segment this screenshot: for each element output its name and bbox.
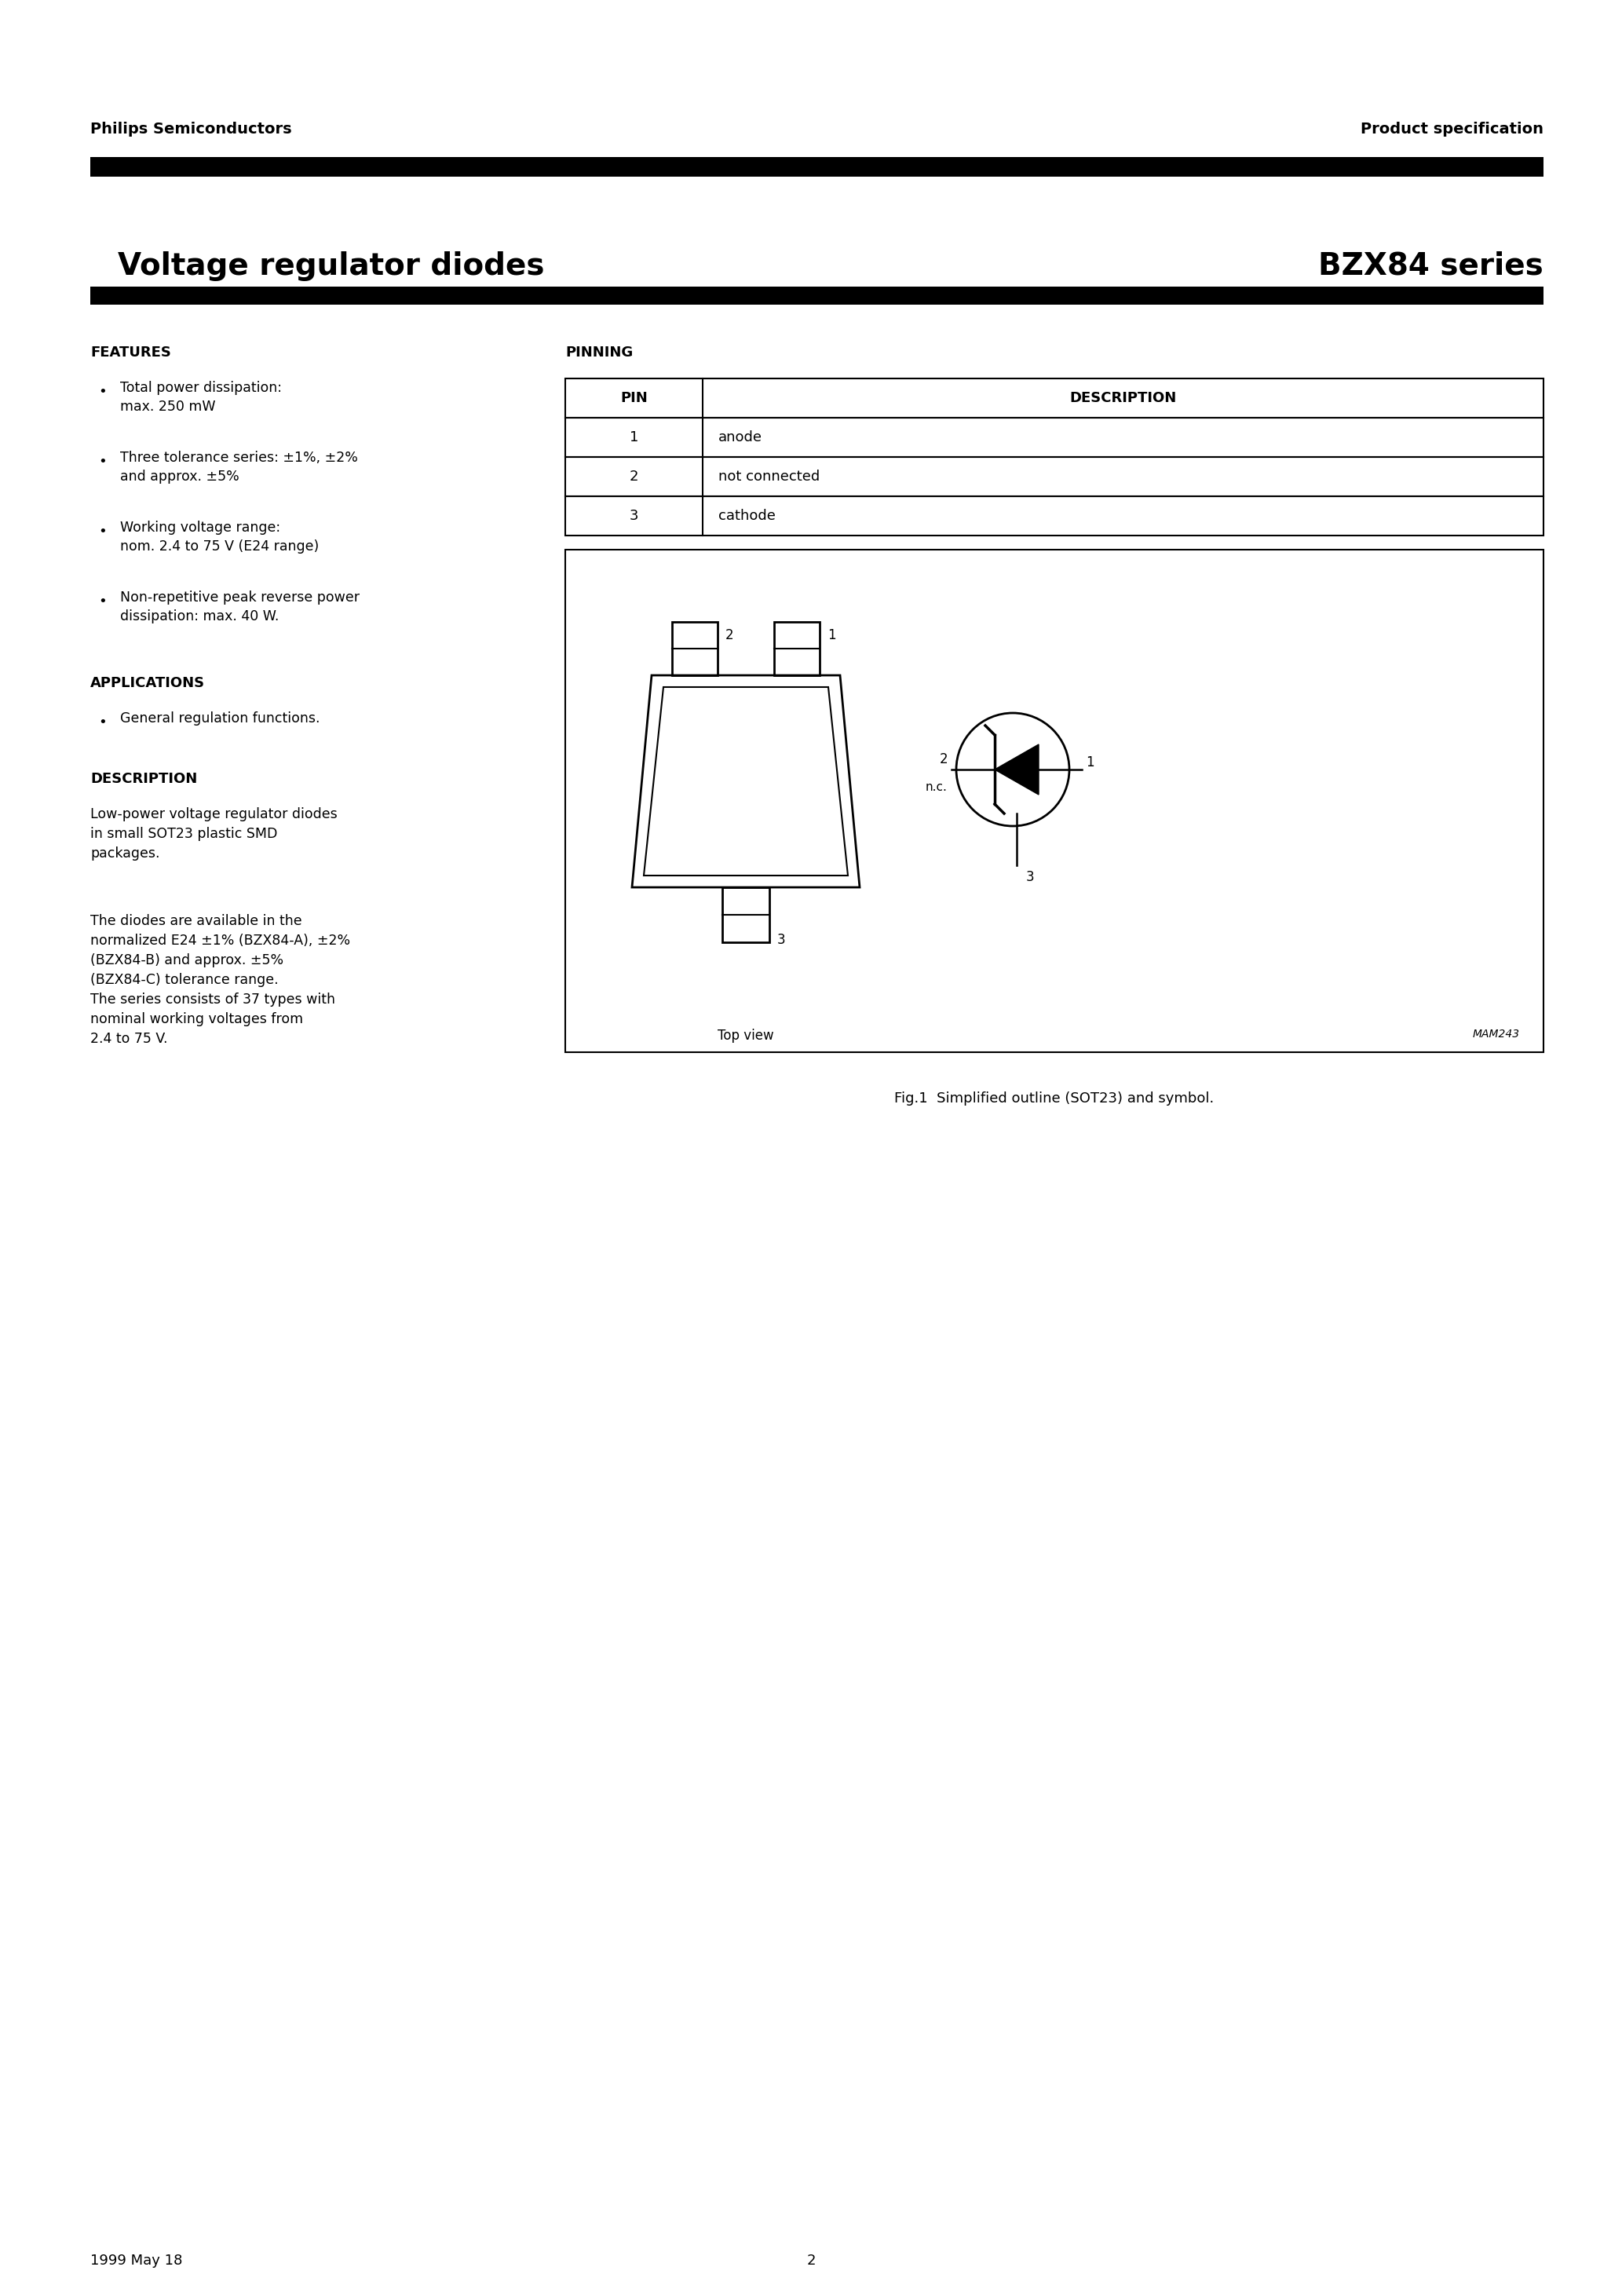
Text: 2: 2 xyxy=(725,629,733,643)
Text: •: • xyxy=(99,455,107,468)
Text: 2: 2 xyxy=(806,2255,816,2268)
Text: Philips Semiconductors: Philips Semiconductors xyxy=(91,122,292,138)
Text: 3: 3 xyxy=(1027,870,1035,884)
Text: 2: 2 xyxy=(939,753,947,767)
Text: PINNING: PINNING xyxy=(564,344,633,360)
Text: The diodes are available in the
normalized E24 ±1% (BZX84-A), ±2%
(BZX84-B) and : The diodes are available in the normaliz… xyxy=(91,914,350,1047)
Text: 1: 1 xyxy=(827,629,835,643)
Text: PIN: PIN xyxy=(620,390,647,404)
Text: •: • xyxy=(99,386,107,400)
Bar xyxy=(564,496,1544,535)
Text: n.c.: n.c. xyxy=(926,781,947,792)
Text: Product specification: Product specification xyxy=(1361,122,1544,138)
Text: Low-power voltage regulator diodes
in small SOT23 plastic SMD
packages.: Low-power voltage regulator diodes in sm… xyxy=(91,808,337,861)
Text: Three tolerance series: ±1%, ±2%
and approx. ±5%: Three tolerance series: ±1%, ±2% and app… xyxy=(120,450,358,484)
Text: cathode: cathode xyxy=(719,510,775,523)
Bar xyxy=(564,549,1544,1052)
Bar xyxy=(774,622,819,675)
Bar xyxy=(564,418,1544,457)
Text: Fig.1  Simplified outline (SOT23) and symbol.: Fig.1 Simplified outline (SOT23) and sym… xyxy=(894,1091,1215,1107)
Bar xyxy=(722,886,769,941)
Bar xyxy=(564,379,1544,418)
Text: 3: 3 xyxy=(629,510,639,523)
Bar xyxy=(672,622,717,675)
Text: MAM243: MAM243 xyxy=(1473,1029,1520,1040)
Text: 3: 3 xyxy=(777,932,785,946)
Text: •: • xyxy=(99,716,107,730)
Bar xyxy=(91,156,1544,177)
Text: Voltage regulator diodes: Voltage regulator diodes xyxy=(118,250,545,280)
Text: Working voltage range:
nom. 2.4 to 75 V (E24 range): Working voltage range: nom. 2.4 to 75 V … xyxy=(120,521,320,553)
Text: APPLICATIONS: APPLICATIONS xyxy=(91,675,204,691)
Text: 1: 1 xyxy=(1085,755,1095,769)
Bar xyxy=(91,287,1544,305)
Text: •: • xyxy=(99,595,107,608)
Text: 1999 May 18: 1999 May 18 xyxy=(91,2255,182,2268)
Text: Top view: Top view xyxy=(717,1029,774,1042)
Text: anode: anode xyxy=(719,429,762,445)
Text: not connected: not connected xyxy=(719,471,819,484)
Polygon shape xyxy=(994,744,1038,794)
Text: •: • xyxy=(99,523,107,540)
Text: General regulation functions.: General regulation functions. xyxy=(120,712,320,726)
Text: DESCRIPTION: DESCRIPTION xyxy=(91,771,198,785)
Text: Non-repetitive peak reverse power
dissipation: max. 40 W.: Non-repetitive peak reverse power dissip… xyxy=(120,590,360,622)
Text: 2: 2 xyxy=(629,471,639,484)
Text: 1: 1 xyxy=(629,429,639,445)
Text: DESCRIPTION: DESCRIPTION xyxy=(1069,390,1176,404)
Text: FEATURES: FEATURES xyxy=(91,344,170,360)
Text: BZX84 series: BZX84 series xyxy=(1319,250,1544,280)
Bar xyxy=(564,457,1544,496)
Text: Total power dissipation:
max. 250 mW: Total power dissipation: max. 250 mW xyxy=(120,381,282,413)
